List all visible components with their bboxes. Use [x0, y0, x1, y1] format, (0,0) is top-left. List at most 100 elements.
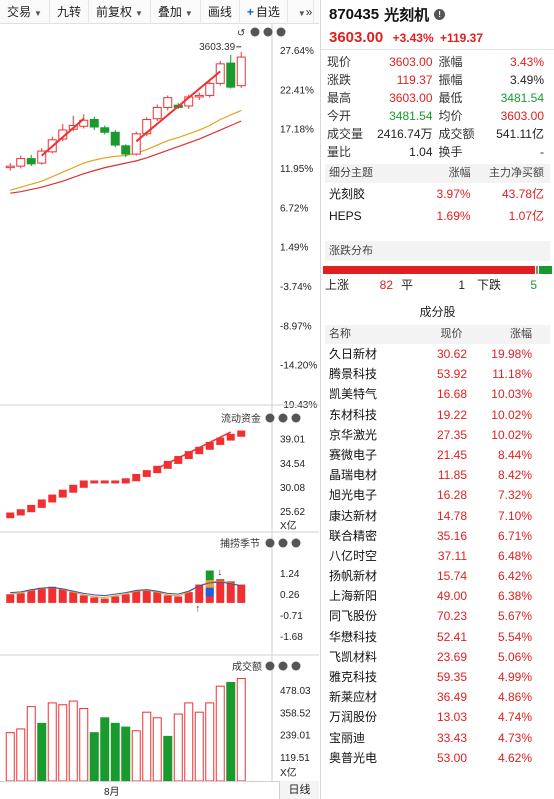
volume-tick: 478.03	[280, 686, 311, 697]
stock-row[interactable]: 同飞股份 70.23 5.67%	[325, 606, 550, 626]
candle-body	[37, 150, 47, 164]
cycle-bar	[111, 596, 120, 603]
stock-row[interactable]: 京华激光 27.35 10.02%	[325, 425, 550, 445]
cycle-tick: -1.68	[280, 632, 303, 643]
stock-row[interactable]: 华懋科技 52.41 5.54%	[325, 627, 550, 647]
theme-pct: 3.97%	[436, 187, 471, 201]
stock-row-name: 扬帆新材	[329, 569, 378, 584]
quote-cell: 成交量 2416.74万	[327, 125, 439, 143]
candle-body	[131, 133, 141, 155]
stock-row-pct: 7.10%	[497, 508, 532, 523]
stock-row-pct: 4.74%	[497, 710, 532, 725]
header-name[interactable]: 名称	[329, 328, 351, 340]
info-icon[interactable]: !	[434, 9, 446, 20]
stock-row-price: 21.45	[436, 447, 467, 462]
stock-row-pct: 4.86%	[497, 690, 532, 705]
adjust-menu-label: 前复权	[95, 4, 132, 19]
quote-value: 3603.00	[500, 109, 544, 123]
distribution-bar	[323, 266, 552, 274]
stock-row[interactable]: 晶瑞电材 11.85 8.42%	[325, 465, 550, 485]
stock-row[interactable]: 久日新材 30.62 19.98%	[325, 344, 550, 364]
theme-header-pct: 涨幅	[448, 167, 471, 179]
quote-cell: 均价 3603.00	[439, 107, 551, 125]
cycle-bar	[79, 595, 88, 603]
cycle-bar	[132, 591, 141, 603]
cycle-bar	[142, 589, 151, 603]
quote-label: 涨幅	[438, 55, 463, 69]
stock-row-pct: 4.73%	[497, 730, 532, 745]
add-watchlist-button[interactable]: 自选	[240, 0, 288, 24]
volume-unit: X亿	[280, 766, 297, 779]
candle-body	[152, 106, 162, 120]
trade-menu[interactable]: 交易 ▼	[0, 0, 50, 24]
quote-row: 成交量 2416.74万 成交额 541.11亿	[327, 125, 550, 143]
fund-flow-bar	[205, 441, 214, 450]
stock-row-pct: 6.48%	[497, 548, 532, 563]
volume-bar	[47, 702, 57, 782]
stock-row[interactable]: 联合精密 35.16 6.71%	[325, 526, 550, 546]
fund-flow-bar	[132, 473, 141, 482]
stock-row-name: 宝丽迪	[329, 730, 366, 745]
stock-row[interactable]: 东材科技 19.22 10.02%	[325, 405, 550, 425]
stock-row[interactable]: 凯美特气 16.68 10.03%	[325, 384, 550, 404]
stock-row-name: 赛微电子	[329, 447, 378, 462]
expand-panel-button[interactable]: »	[305, 5, 313, 19]
stock-row[interactable]: 康达新材 14.78 7.10%	[325, 506, 550, 526]
cycle-bar	[16, 593, 25, 603]
nine-turn-button[interactable]: 九转	[50, 0, 89, 24]
cycle-bar	[195, 584, 204, 603]
theme-net: 43.78亿	[501, 187, 544, 201]
stock-row-price: 37.11	[437, 548, 467, 563]
high-price-label: 3603.39	[199, 42, 236, 53]
stock-row[interactable]: 奥普光电 53.00 4.62%	[325, 748, 550, 768]
stock-row[interactable]: 旭光电子 16.28 7.32%	[325, 485, 550, 505]
header-price[interactable]: 现价	[440, 328, 463, 340]
theme-name: HEPS	[329, 209, 362, 223]
chevron-down-icon: ▼	[184, 8, 193, 18]
fund-flow-bar	[48, 494, 57, 503]
candle-body	[163, 97, 173, 108]
stock-row[interactable]: 八亿时空 37.11 6.48%	[325, 546, 550, 566]
flat-label: 平	[401, 278, 414, 292]
stock-row[interactable]: 腾景科技 53.92 11.18%	[325, 364, 550, 384]
sell-arrow-icon: ↓	[217, 567, 222, 578]
theme-row[interactable]: HEPS 1.69% 1.07亿	[325, 205, 550, 227]
quote-cell: 最高 3603.00	[327, 89, 439, 107]
period-selector[interactable]: 日线	[279, 781, 319, 799]
price-tick-label: 1.49%	[280, 243, 308, 254]
stock-row[interactable]: 新莱应材 36.49 4.86%	[325, 687, 550, 707]
kline-chart[interactable]: 27.64% 22.41% 17.18% 11.95% 6.72% 1.49% -3.74%…	[0, 0, 319, 799]
volume-bar	[236, 678, 246, 782]
stock-row-name: 康达新材	[329, 508, 378, 523]
stock-row-price: 27.35	[436, 427, 467, 442]
volume-bar	[5, 732, 15, 782]
quote-row: 量比 1.04 换手 -	[327, 143, 550, 161]
stock-row-pct: 10.02%	[491, 427, 532, 442]
stock-row[interactable]: 赛微电子 21.45 8.44%	[325, 445, 550, 465]
overlay-menu[interactable]: 叠加 ▼	[151, 0, 201, 24]
watchlist-dropdown[interactable]: ▼	[288, 0, 314, 24]
theme-row[interactable]: 光刻胶 3.97% 43.78亿	[325, 183, 550, 205]
cycle-bar	[100, 598, 109, 603]
change-percent: +3.43%	[392, 31, 434, 45]
fund-flow-tick: 25.62	[280, 507, 305, 518]
candle-body	[194, 94, 204, 98]
stock-title: 870435 光刻机 !	[329, 4, 548, 25]
stock-row[interactable]: 宝丽迪 33.43 4.73%	[325, 728, 550, 748]
quote-value: 3481.54	[389, 109, 433, 123]
stock-row[interactable]: 飞凯材料 23.69 5.06%	[325, 647, 550, 667]
stock-row[interactable]: 扬帆新材 15.74 6.42%	[325, 566, 550, 586]
fund-flow-bar	[58, 489, 67, 498]
adjust-menu[interactable]: 前复权 ▼	[89, 0, 151, 24]
stock-row-name: 万润股份	[329, 710, 378, 725]
chart-area[interactable]: 交易▼ 九转 前复权▼ 叠加▼ 画线 自选 ▼ » 27.64% 22.41% 17…	[0, 0, 319, 799]
minus-icon	[278, 538, 288, 548]
stock-row[interactable]: 上海新阳 49.00 6.38%	[325, 586, 550, 606]
quote-cell: 今开 3481.54	[327, 107, 439, 125]
trend-line	[41, 117, 85, 157]
stock-row[interactable]: 万润股份 13.03 4.74%	[325, 707, 550, 727]
time-axis	[0, 781, 319, 799]
stock-row[interactable]: 雅克科技 59.35 4.99%	[325, 667, 550, 687]
header-pct[interactable]: 涨幅	[510, 328, 532, 340]
chevron-down-icon: ▼	[297, 8, 306, 18]
